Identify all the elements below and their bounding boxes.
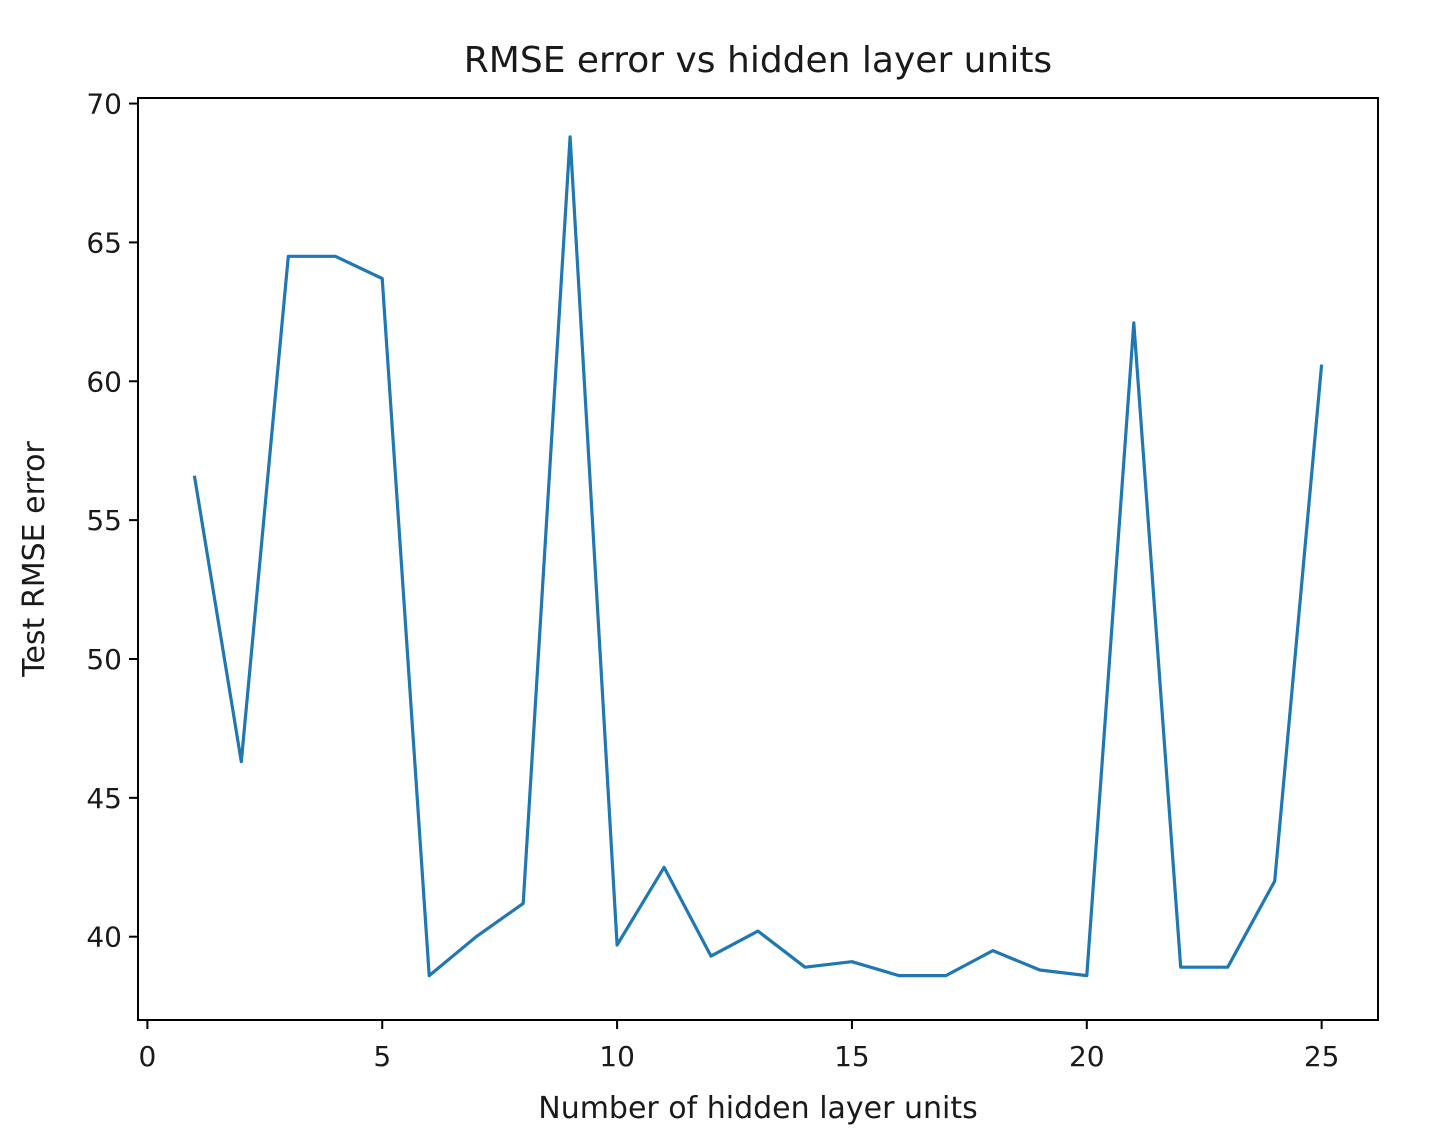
chart-title: RMSE error vs hidden layer units	[464, 40, 1052, 81]
y-axis-ticks: 40 45 50 55 60 65 70	[86, 88, 138, 954]
y-tick-label: 55	[86, 504, 122, 537]
y-tick-label: 65	[86, 226, 122, 259]
series-line-0	[192, 135, 1324, 978]
y-tick-label: 50	[86, 643, 122, 676]
x-tick-label: 10	[599, 1040, 635, 1073]
y-tick-label: 40	[86, 921, 122, 954]
y-axis-label: Test RMSE error	[17, 441, 52, 678]
y-tick-label: 70	[86, 88, 122, 121]
x-axis-ticks: 0 5 10 15 20 25	[138, 1020, 1339, 1073]
y-tick-label: 60	[86, 365, 122, 398]
y-tick-label: 45	[86, 782, 122, 815]
x-tick-label: 5	[373, 1040, 391, 1073]
x-tick-label: 20	[1069, 1040, 1105, 1073]
plot-frame	[137, 97, 1379, 1021]
x-tick-label: 25	[1304, 1040, 1340, 1073]
plot-area	[137, 97, 1379, 1021]
x-tick-label: 0	[138, 1040, 156, 1073]
x-axis-label: Number of hidden layer units	[538, 1091, 978, 1126]
x-tick-label: 15	[834, 1040, 870, 1073]
